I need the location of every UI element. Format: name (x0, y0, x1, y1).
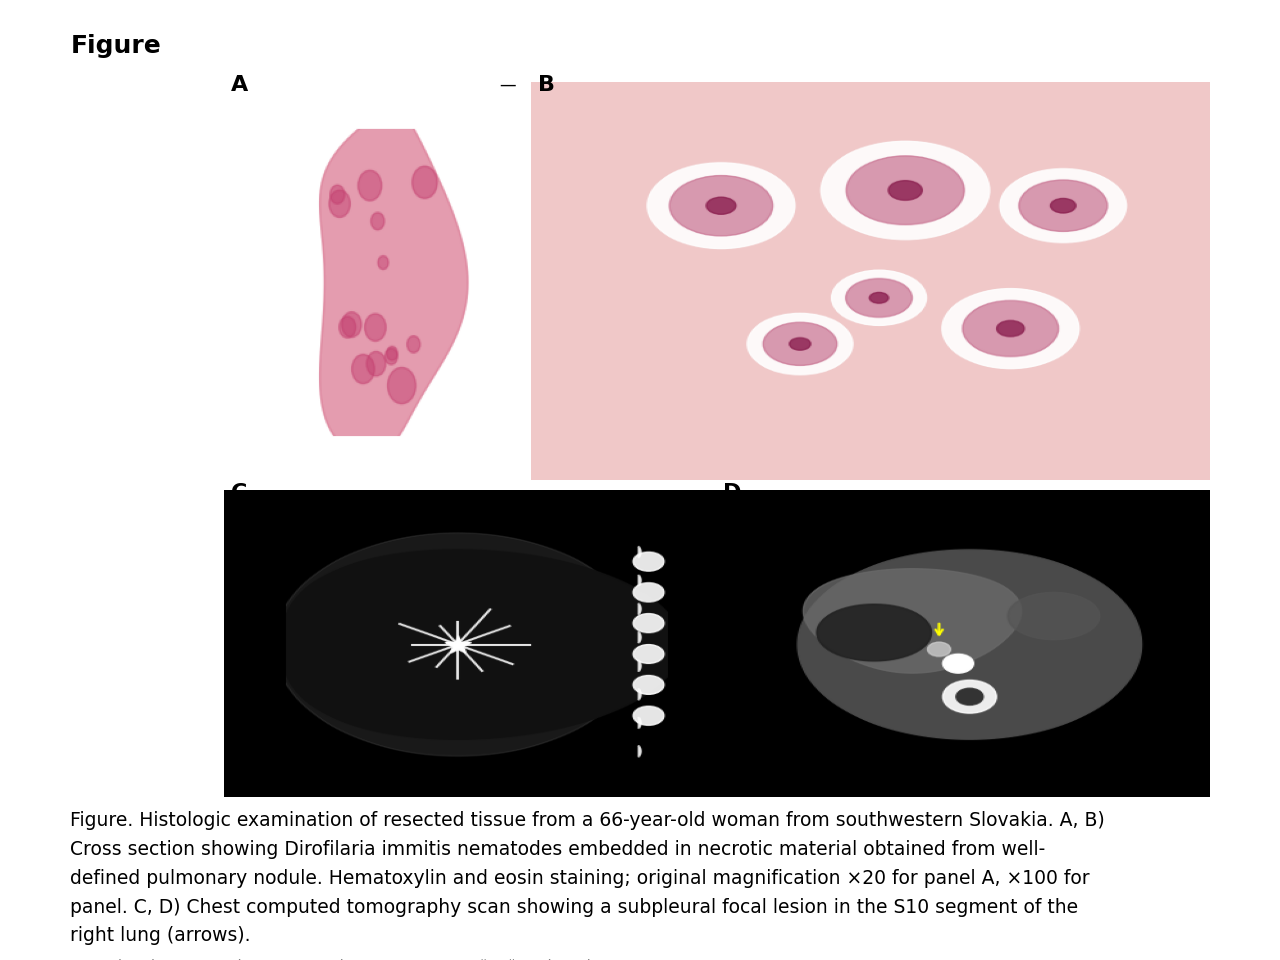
Text: C: C (230, 483, 247, 503)
Text: panel. C, D) Chest computed tomography scan showing a subpleural focal lesion in: panel. C, D) Chest computed tomography s… (70, 898, 1079, 917)
Text: A: A (230, 75, 247, 95)
Text: Figure. Histologic examination of resected tissue from a 66-year-old woman from : Figure. Histologic examination of resect… (70, 811, 1105, 830)
Text: Cross section showing Dirofilaria immitis nematodes embedded in necrotic materia: Cross section showing Dirofilaria immiti… (70, 840, 1046, 859)
Text: Figure: Figure (70, 34, 161, 58)
Text: right lung (arrows).: right lung (arrows). (70, 926, 251, 946)
Text: —: — (499, 75, 516, 93)
Text: defined pulmonary nodule. Hematoxylin and eosin staining; original magnification: defined pulmonary nodule. Hematoxylin an… (70, 869, 1091, 888)
Text: D: D (723, 483, 741, 503)
Text: B: B (538, 75, 554, 95)
